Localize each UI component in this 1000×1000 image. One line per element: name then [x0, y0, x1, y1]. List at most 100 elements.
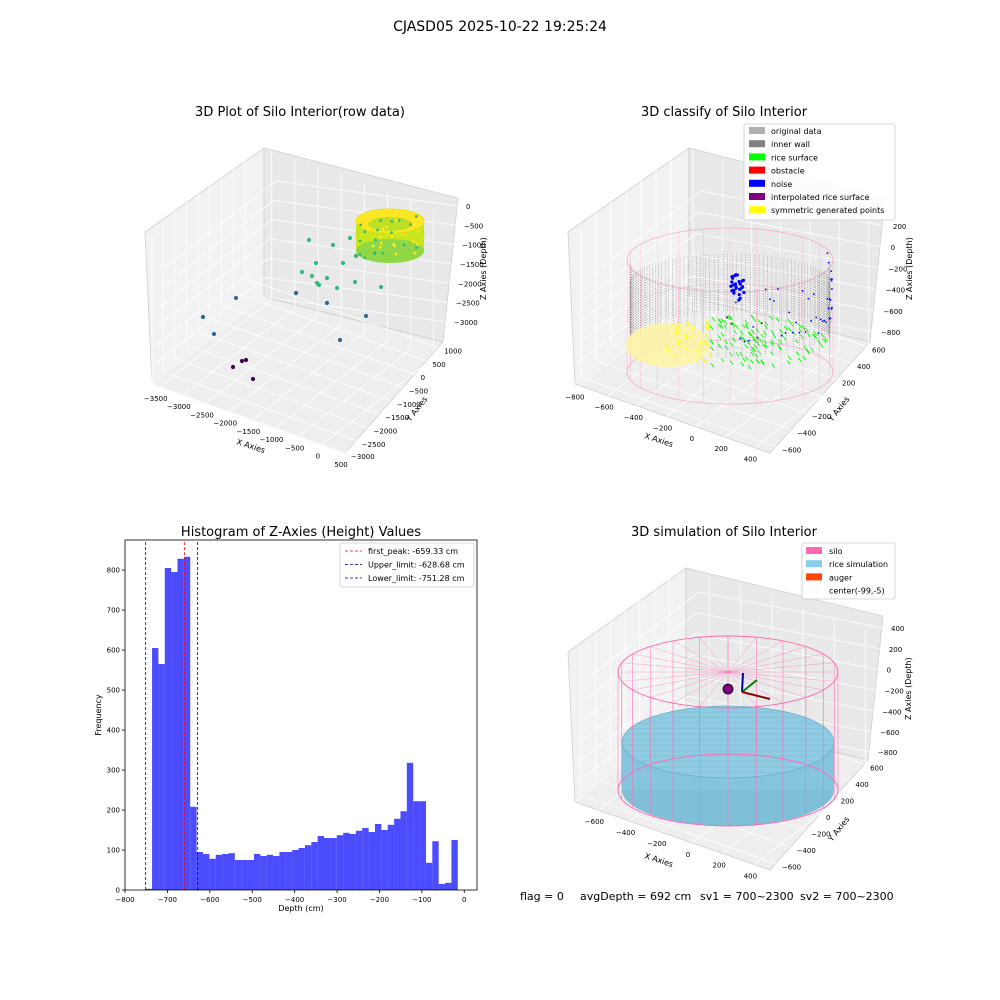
classify-3d-surface-mark: [698, 347, 703, 352]
classify-3d-surface-mark: [690, 325, 695, 331]
cls-y-tick-label: 600: [872, 346, 885, 354]
sim-grid-z: [692, 654, 877, 691]
cls-x-tick-label: −600: [595, 404, 614, 412]
simulation-3d-silo-spoke: [727, 671, 806, 698]
raw-y-tick-label: 1000: [444, 348, 462, 356]
raw-3d-point: [378, 284, 384, 290]
simulation-3d-legend-swatch: [806, 573, 822, 581]
raw-grid-y: [162, 371, 356, 442]
histogram-bar: [228, 853, 235, 890]
classify-3d-surface-mark: [770, 339, 775, 345]
raw-3d-point: [324, 300, 330, 306]
histogram-ylabel: Frequency: [94, 694, 103, 736]
cls-z-tick-label: 200: [893, 223, 906, 231]
classify-3d-surface-mark: [711, 316, 716, 322]
classify-3d-surface-mark: [679, 340, 684, 345]
classify-3d-surface-mark: [778, 339, 782, 344]
histogram-bar: [202, 854, 210, 890]
histogram-bar: [222, 854, 229, 890]
raw-3d-point: [363, 313, 369, 319]
histogram-bar: [368, 832, 375, 890]
classify-3d-zlabel: Z Axies (Depth): [905, 237, 914, 300]
classify-3d-noise-point: [819, 318, 822, 321]
classify-3d-surface-mark: [770, 341, 774, 347]
sim-y-tick-label: 200: [841, 797, 854, 805]
histogram-bar: [279, 852, 286, 890]
classify-3d-surface-mark: [750, 351, 755, 357]
classify-3d-surface-mark: [748, 331, 753, 337]
classify-3d-surface-mark: [718, 318, 722, 323]
classify-3d-silo-top: [626, 227, 834, 293]
classify-3d-noise-point: [830, 278, 833, 281]
classify-3d-surface-mark: [801, 325, 806, 331]
classify-3d-surface-mark: [684, 335, 689, 341]
classify-3d-xlabel: X Axies: [643, 431, 674, 449]
raw-z-tick-label: −2000: [458, 280, 482, 288]
sim-x-tick-label: −200: [647, 840, 666, 848]
raw-3d-ring-point: [371, 244, 375, 248]
histogram-reference-lines: [145, 540, 199, 890]
raw-3d-ring-point: [379, 241, 383, 245]
classify-3d-noise-point: [824, 321, 827, 324]
classify-3d-surface-mark: [741, 324, 746, 329]
cls-grid-z-left: [581, 233, 697, 321]
raw-grid-z-left: [153, 277, 267, 365]
histogram-bar: [330, 838, 337, 890]
simulation-3d-legend: silo rice simulation auger center(-99,-5): [801, 542, 896, 600]
raw-grid-x: [275, 340, 388, 429]
figure-title: CJASD05 2025-10-22 19:25:24: [393, 19, 607, 35]
histogram-y-tick-label: 400: [107, 727, 120, 735]
panel-classify-3d: 3D classify of Silo Interior −800 −600 −40…: [565, 105, 914, 463]
cls-grid-x: [724, 349, 840, 438]
raw-3d-point: [211, 331, 217, 337]
classify-3d-surface-mark: [822, 338, 827, 344]
classify-3d-surface-mark: [806, 348, 810, 354]
raw-grid-z-left: [155, 258, 269, 346]
classify-3d-legend-swatch: [749, 206, 765, 214]
simulation-3d-silo-spoke: [621, 671, 729, 682]
classify-3d-legend-swatch: [749, 179, 765, 187]
classify-3d-surface-mark: [772, 334, 777, 339]
classify-3d-surface-mark: [805, 327, 809, 333]
classify-3d-surface-mark: [692, 323, 697, 328]
classify-3d-surface-mark: [734, 324, 739, 330]
histogram-bar: [425, 862, 433, 890]
simulation-3d-legend-label: silo: [829, 547, 843, 556]
classify-3d-surface-mark: [754, 353, 759, 359]
classify-3d-surface-mark: [764, 343, 768, 349]
classify-3d-surface-mark: [686, 320, 691, 326]
classify-3d-z-ticks: 200 0 −200 −400 −600 −800: [881, 223, 907, 337]
classify-3d-legend: original data inner wall rice surface obsta…: [743, 123, 896, 221]
cls-grid-y: [580, 376, 777, 447]
histogram-x-ticks: −800 −700 −600 −500 −400 −300 −200 −100 0: [115, 890, 467, 904]
histogram-bar: [177, 558, 184, 890]
classify-3d-surface-mark: [806, 332, 811, 338]
sim-grid-z-left: [579, 675, 691, 762]
raw-x-tick-label: −3500: [144, 395, 168, 403]
raw-y-tick-label: 0: [421, 374, 425, 382]
sim-x-tick-label: −600: [585, 818, 604, 826]
classify-3d-surface-mark: [674, 324, 679, 329]
cls-y-tick-label: 0: [827, 396, 831, 404]
raw-3d-ring-point: [409, 223, 413, 227]
classify-3d-surface-mark: [745, 325, 749, 330]
classify-3d-title: 3D classify of Silo Interior: [641, 105, 808, 120]
classify-3d-surface-mark: [729, 351, 733, 357]
histogram-bar: [387, 824, 395, 890]
cls-grid-x: [754, 360, 869, 448]
sim-y-tick-label: 400: [855, 781, 868, 789]
simulation-3d-auger: [722, 672, 771, 700]
histogram-bar: [304, 845, 312, 890]
classify-3d-surface-mark: [667, 349, 671, 354]
sim-x-tick-label: −400: [616, 829, 635, 837]
classify-3d-surface-mark: [779, 328, 783, 334]
classify-3d-noise-point: [801, 289, 804, 292]
classify-3d-noise-point: [830, 279, 833, 282]
histogram-y-tick-label: 700: [107, 607, 120, 615]
classify-3d-surface-mark: [723, 324, 728, 329]
histogram-bar: [400, 811, 407, 890]
classify-3d-noise-point: [817, 332, 820, 335]
histogram-bar: [183, 556, 191, 890]
histogram-y-ticks: 0 100 200 300 400 500 600 700 800: [107, 567, 125, 895]
classify-3d-surface-mark: [702, 358, 707, 363]
